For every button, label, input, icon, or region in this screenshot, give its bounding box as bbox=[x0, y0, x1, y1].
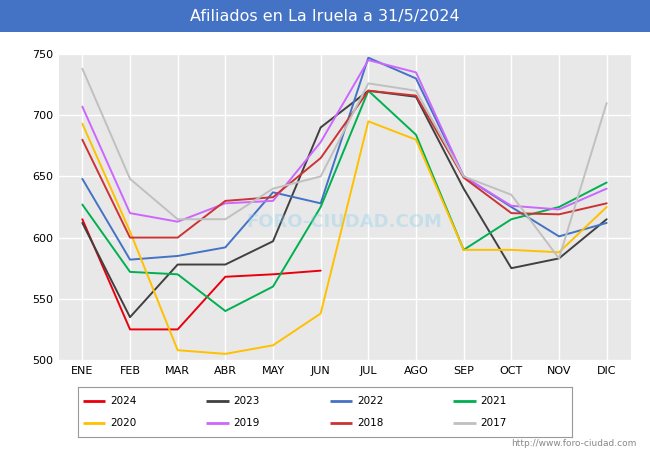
Text: 2019: 2019 bbox=[233, 418, 260, 428]
Text: 2020: 2020 bbox=[110, 418, 136, 428]
Text: 2017: 2017 bbox=[480, 418, 507, 428]
Text: http://www.foro-ciudad.com: http://www.foro-ciudad.com bbox=[512, 439, 637, 448]
Text: FORO-CIUDAD.COM: FORO-CIUDAD.COM bbox=[246, 213, 443, 231]
Text: 2023: 2023 bbox=[233, 396, 260, 406]
Text: 2024: 2024 bbox=[110, 396, 136, 406]
Text: 2021: 2021 bbox=[480, 396, 507, 406]
Text: Afiliados en La Iruela a 31/5/2024: Afiliados en La Iruela a 31/5/2024 bbox=[190, 9, 460, 24]
Text: 2022: 2022 bbox=[357, 396, 384, 406]
Text: 2018: 2018 bbox=[357, 418, 384, 428]
